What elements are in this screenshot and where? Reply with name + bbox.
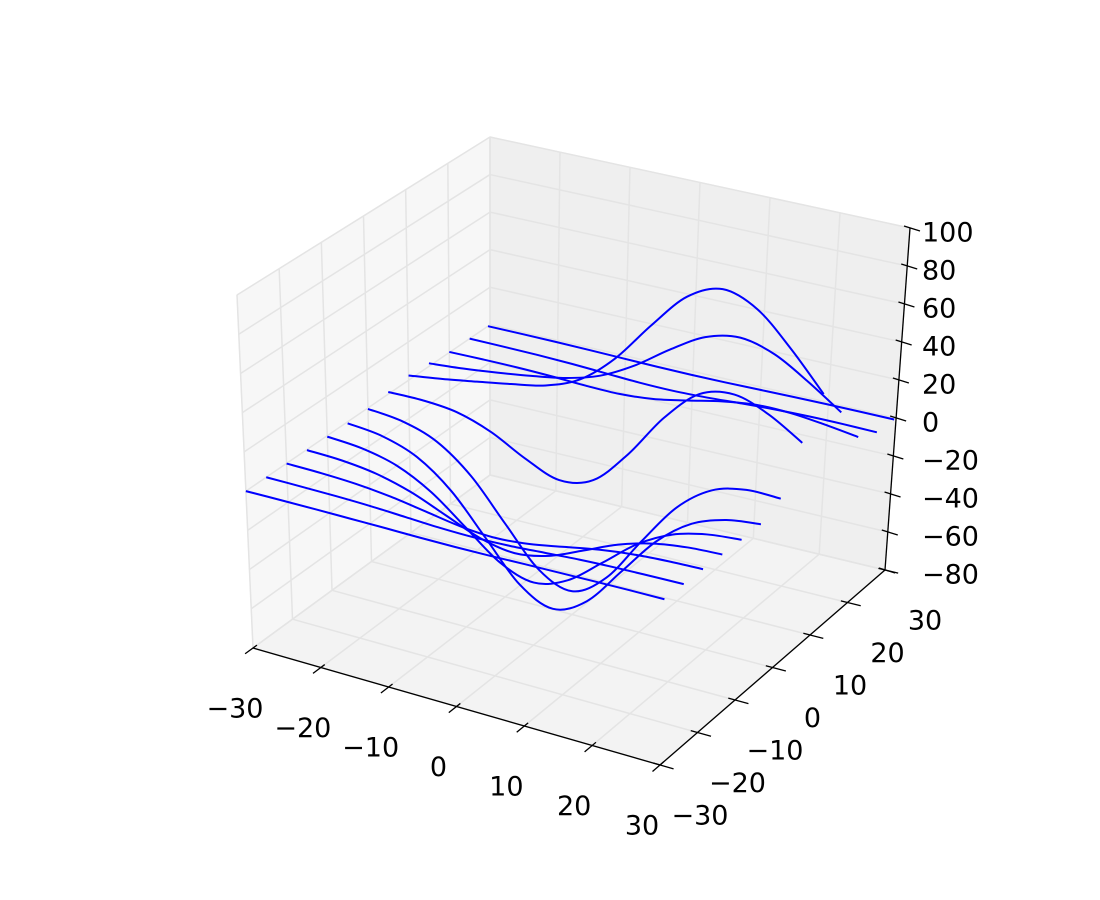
- grid-line: [489, 324, 897, 419]
- wire-line: [286, 462, 704, 571]
- grid-line: [489, 211, 905, 305]
- x-tick-label: 30: [625, 811, 659, 842]
- z-tick-label: 20: [922, 370, 956, 401]
- x-tick-label: 20: [557, 791, 591, 822]
- wire-line: [347, 422, 762, 611]
- wire-line: [469, 337, 878, 434]
- z-tick-label: 60: [922, 294, 956, 325]
- x-tick: [380, 683, 393, 694]
- y-tick: [690, 729, 712, 737]
- x-tick: [652, 761, 665, 772]
- grid-line: [447, 163, 452, 504]
- y-tick-label: 0: [804, 703, 821, 734]
- grid-line: [241, 249, 491, 414]
- z-tick: [881, 529, 898, 536]
- z-tick: [901, 263, 918, 270]
- wire-line: [326, 435, 742, 586]
- z-tick-label: 100: [922, 218, 974, 249]
- z-tick-label: −20: [922, 446, 979, 477]
- grid-line: [752, 197, 771, 539]
- y-tick-label: 30: [908, 606, 942, 637]
- z-tick: [884, 491, 901, 498]
- y-tick: [803, 632, 824, 640]
- y-tick-label: 10: [833, 671, 867, 702]
- grid-line: [252, 474, 491, 649]
- z-tick-label: 40: [922, 332, 956, 363]
- grid-line: [410, 531, 811, 636]
- grid-line: [489, 474, 886, 571]
- z-tick: [892, 377, 910, 384]
- grid-line: [331, 589, 736, 701]
- grid-line: [362, 215, 373, 562]
- z-tick-label: −60: [922, 522, 979, 553]
- x-tick: [448, 702, 461, 714]
- y-tick-label: −20: [709, 768, 766, 799]
- z-tick: [895, 339, 912, 346]
- y-tick: [840, 600, 861, 607]
- x-tick-label: −10: [342, 733, 399, 764]
- grid-line: [489, 399, 891, 495]
- wire-line: [367, 407, 782, 593]
- y-tick: [653, 762, 674, 770]
- grid-line: [489, 136, 911, 229]
- z-tick: [903, 225, 921, 232]
- wire-line: [428, 334, 842, 414]
- y-tick-label: −30: [672, 801, 729, 832]
- z-tick-label: 80: [922, 256, 956, 287]
- y-tick-label: −10: [747, 736, 804, 767]
- grid-line: [555, 152, 561, 491]
- z-tick: [889, 415, 907, 422]
- z-tick-label: 0: [922, 408, 939, 439]
- x-tick-label: −20: [274, 713, 331, 744]
- grid-line: [320, 242, 333, 591]
- x-tick: [312, 664, 326, 674]
- grid-line: [686, 182, 701, 523]
- grid-line: [489, 436, 888, 533]
- grid-line: [243, 286, 491, 453]
- grid-line: [292, 618, 698, 734]
- x-tick-label: −30: [207, 694, 264, 725]
- wire-line: [408, 287, 825, 395]
- x-tick-label: 10: [489, 772, 523, 803]
- grid-line: [236, 294, 254, 649]
- grid-line: [818, 212, 841, 555]
- grid-line: [489, 248, 902, 343]
- grid-line: [249, 399, 491, 571]
- z-tick-label: −80: [922, 560, 979, 591]
- grid-line: [240, 211, 491, 375]
- y-tick: [765, 665, 787, 672]
- grid-line: [620, 167, 631, 507]
- grid-line: [236, 136, 491, 296]
- wire-line: [388, 390, 803, 485]
- wire-line: [487, 325, 895, 421]
- x-tick: [516, 722, 529, 733]
- z-tick: [887, 453, 904, 460]
- grid-line: [489, 173, 908, 267]
- axis-line: [884, 227, 911, 571]
- grid-line: [450, 503, 848, 604]
- x-tick: [244, 644, 258, 655]
- grid-line: [371, 560, 773, 669]
- z-tick-label: −40: [922, 484, 979, 515]
- grid-line: [238, 173, 491, 335]
- wire-line: [245, 490, 665, 601]
- y-tick-label: 20: [870, 638, 904, 669]
- grid-line: [278, 268, 294, 620]
- x-tick: [584, 741, 597, 753]
- y-tick: [728, 697, 749, 705]
- z-tick: [878, 567, 896, 574]
- grid-line: [489, 286, 900, 381]
- marks: [245, 287, 895, 611]
- z-tick: [898, 301, 915, 308]
- x-tick-label: 0: [430, 752, 447, 783]
